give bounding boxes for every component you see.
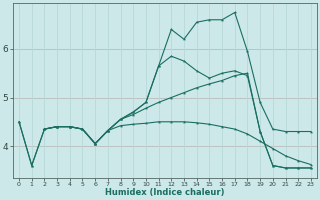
X-axis label: Humidex (Indice chaleur): Humidex (Indice chaleur) [105,188,225,197]
